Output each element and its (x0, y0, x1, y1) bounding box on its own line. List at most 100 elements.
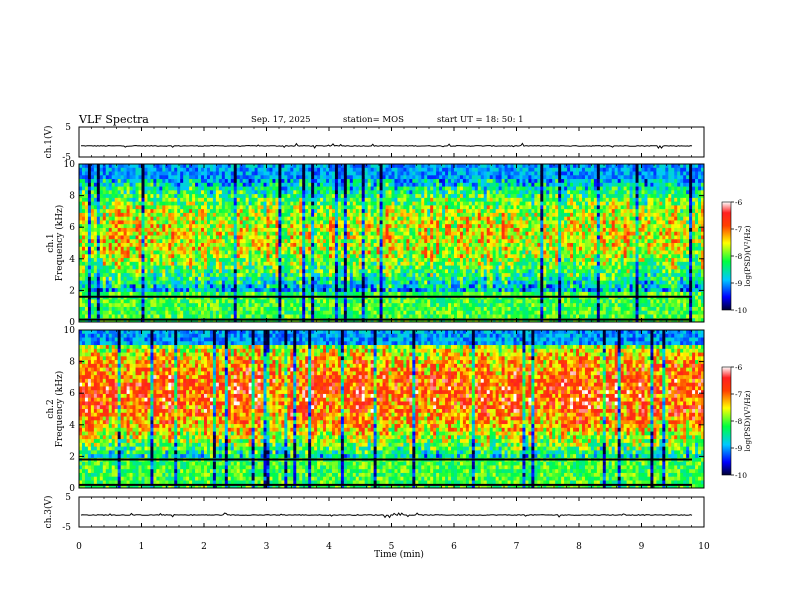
spectrogram-cell (165, 197, 169, 203)
spectrogram-cell (233, 231, 238, 236)
spectrogram-cell (266, 310, 270, 315)
spectrogram-cell (343, 288, 348, 293)
spectrogram-cell (90, 209, 95, 214)
spectrogram-cell (150, 303, 154, 308)
spectrogram-cell (337, 254, 342, 259)
spectrogram-cell (287, 235, 291, 240)
spectrogram-cell (239, 194, 244, 199)
spectrogram-cell (129, 212, 133, 218)
spectrogram-cell (355, 171, 360, 176)
spectrogram-cell (400, 190, 404, 195)
spectrogram-cell (397, 276, 401, 282)
spectrogram-cell (269, 235, 273, 240)
spectrogram-cell (114, 303, 119, 308)
spectrogram-cell (275, 243, 279, 248)
spectrogram-cell (141, 227, 145, 233)
spectrogram-cell (230, 171, 235, 176)
spectrogram-cell (96, 261, 101, 266)
spectrogram-cell (192, 243, 196, 248)
spectrogram-cell (385, 299, 389, 304)
spectrogram-cell (212, 258, 217, 263)
spectrogram-cell (198, 291, 202, 297)
spectrogram-cell (349, 265, 354, 270)
spectrogram-cell (174, 276, 178, 282)
spectrogram-cell (233, 243, 238, 248)
spectrogram-cell (251, 291, 255, 297)
spectrogram-cell (430, 205, 434, 210)
spectrogram-cell (376, 258, 380, 263)
spectrogram-cell (96, 258, 101, 263)
spectrogram-cell (224, 190, 229, 195)
spectrogram-cell (391, 288, 395, 293)
spectrogram-cell (236, 216, 241, 221)
spectrogram-cell (367, 235, 372, 240)
spectrogram-cell (186, 258, 190, 263)
spectrogram-cell (195, 197, 199, 203)
spectrogram-cell (183, 167, 187, 172)
spectrogram-cell (340, 190, 345, 195)
spectrogram-cell (376, 175, 380, 180)
spectrogram-cell (224, 261, 229, 266)
spectrogram-cell (171, 284, 175, 289)
spectrogram-cell (281, 216, 285, 221)
spectrogram-cell (406, 299, 410, 304)
spectrogram-cell (186, 306, 190, 312)
spectrogram-cell (123, 227, 128, 233)
spectrogram-cell (376, 197, 380, 203)
spectrogram-cell (245, 224, 250, 229)
spectrogram-cell (218, 235, 223, 240)
spectrogram-cell (296, 171, 300, 176)
spectrogram-cell (206, 303, 211, 308)
spectrogram-cell (165, 243, 169, 248)
spectrogram-cell (343, 291, 348, 297)
spectrogram-cell (272, 295, 276, 300)
spectrogram-cell (373, 310, 378, 315)
spectrogram-cell (329, 288, 333, 293)
spectrogram-cell (206, 246, 211, 251)
spectrogram-cell (421, 239, 425, 244)
spectrogram-cell (236, 276, 241, 282)
spectrogram-cell (114, 179, 119, 184)
spectrogram-cell (272, 179, 276, 184)
spectrogram-cell (293, 227, 297, 233)
spectrogram-cell (245, 258, 250, 263)
spectrogram-cell (415, 273, 419, 278)
spectrogram-cell (79, 250, 83, 255)
spectrogram-cell (254, 216, 258, 221)
spectrogram-cell (96, 216, 101, 221)
spectrogram-cell (221, 303, 226, 308)
spectrogram-cell (159, 254, 163, 259)
spectrogram-cell (302, 265, 306, 270)
spectrogram-cell (79, 197, 83, 203)
spectrogram-cell (251, 258, 255, 263)
spectrogram-cell (278, 164, 282, 169)
spectrogram-cell (96, 175, 101, 180)
spectrogram-cell (320, 239, 324, 244)
spectrogram-cell (177, 216, 181, 221)
spectrogram-cell (93, 224, 98, 229)
spectrogram-cell (361, 261, 366, 266)
spectrogram-cell (418, 205, 422, 210)
spectrogram-cell (403, 179, 407, 184)
spectrogram-cell (406, 227, 410, 233)
spectrogram-cell (150, 194, 154, 199)
spectrogram-cell (343, 194, 348, 199)
spectrogram-cell (245, 291, 250, 297)
spectrogram-cell (117, 288, 122, 293)
spectrogram-cell (242, 224, 247, 229)
spectrogram-cell (162, 220, 166, 225)
spectrogram-cell (379, 310, 383, 315)
spectrogram-cell (334, 186, 339, 191)
spectrogram-cell (90, 250, 95, 255)
spectrogram-cell (204, 273, 208, 278)
spectrogram-cell (424, 201, 428, 206)
spectrogram-cell (337, 258, 342, 263)
spectrogram-cell (308, 273, 312, 278)
spectrogram-cell (132, 291, 136, 297)
spectrogram-cell (329, 246, 333, 251)
spectrogram-cell (349, 231, 354, 236)
spectrogram-cell (421, 314, 425, 319)
spectrogram-cell (275, 220, 279, 225)
spectrogram-cell (248, 239, 253, 244)
spectrogram-cell (87, 273, 92, 278)
